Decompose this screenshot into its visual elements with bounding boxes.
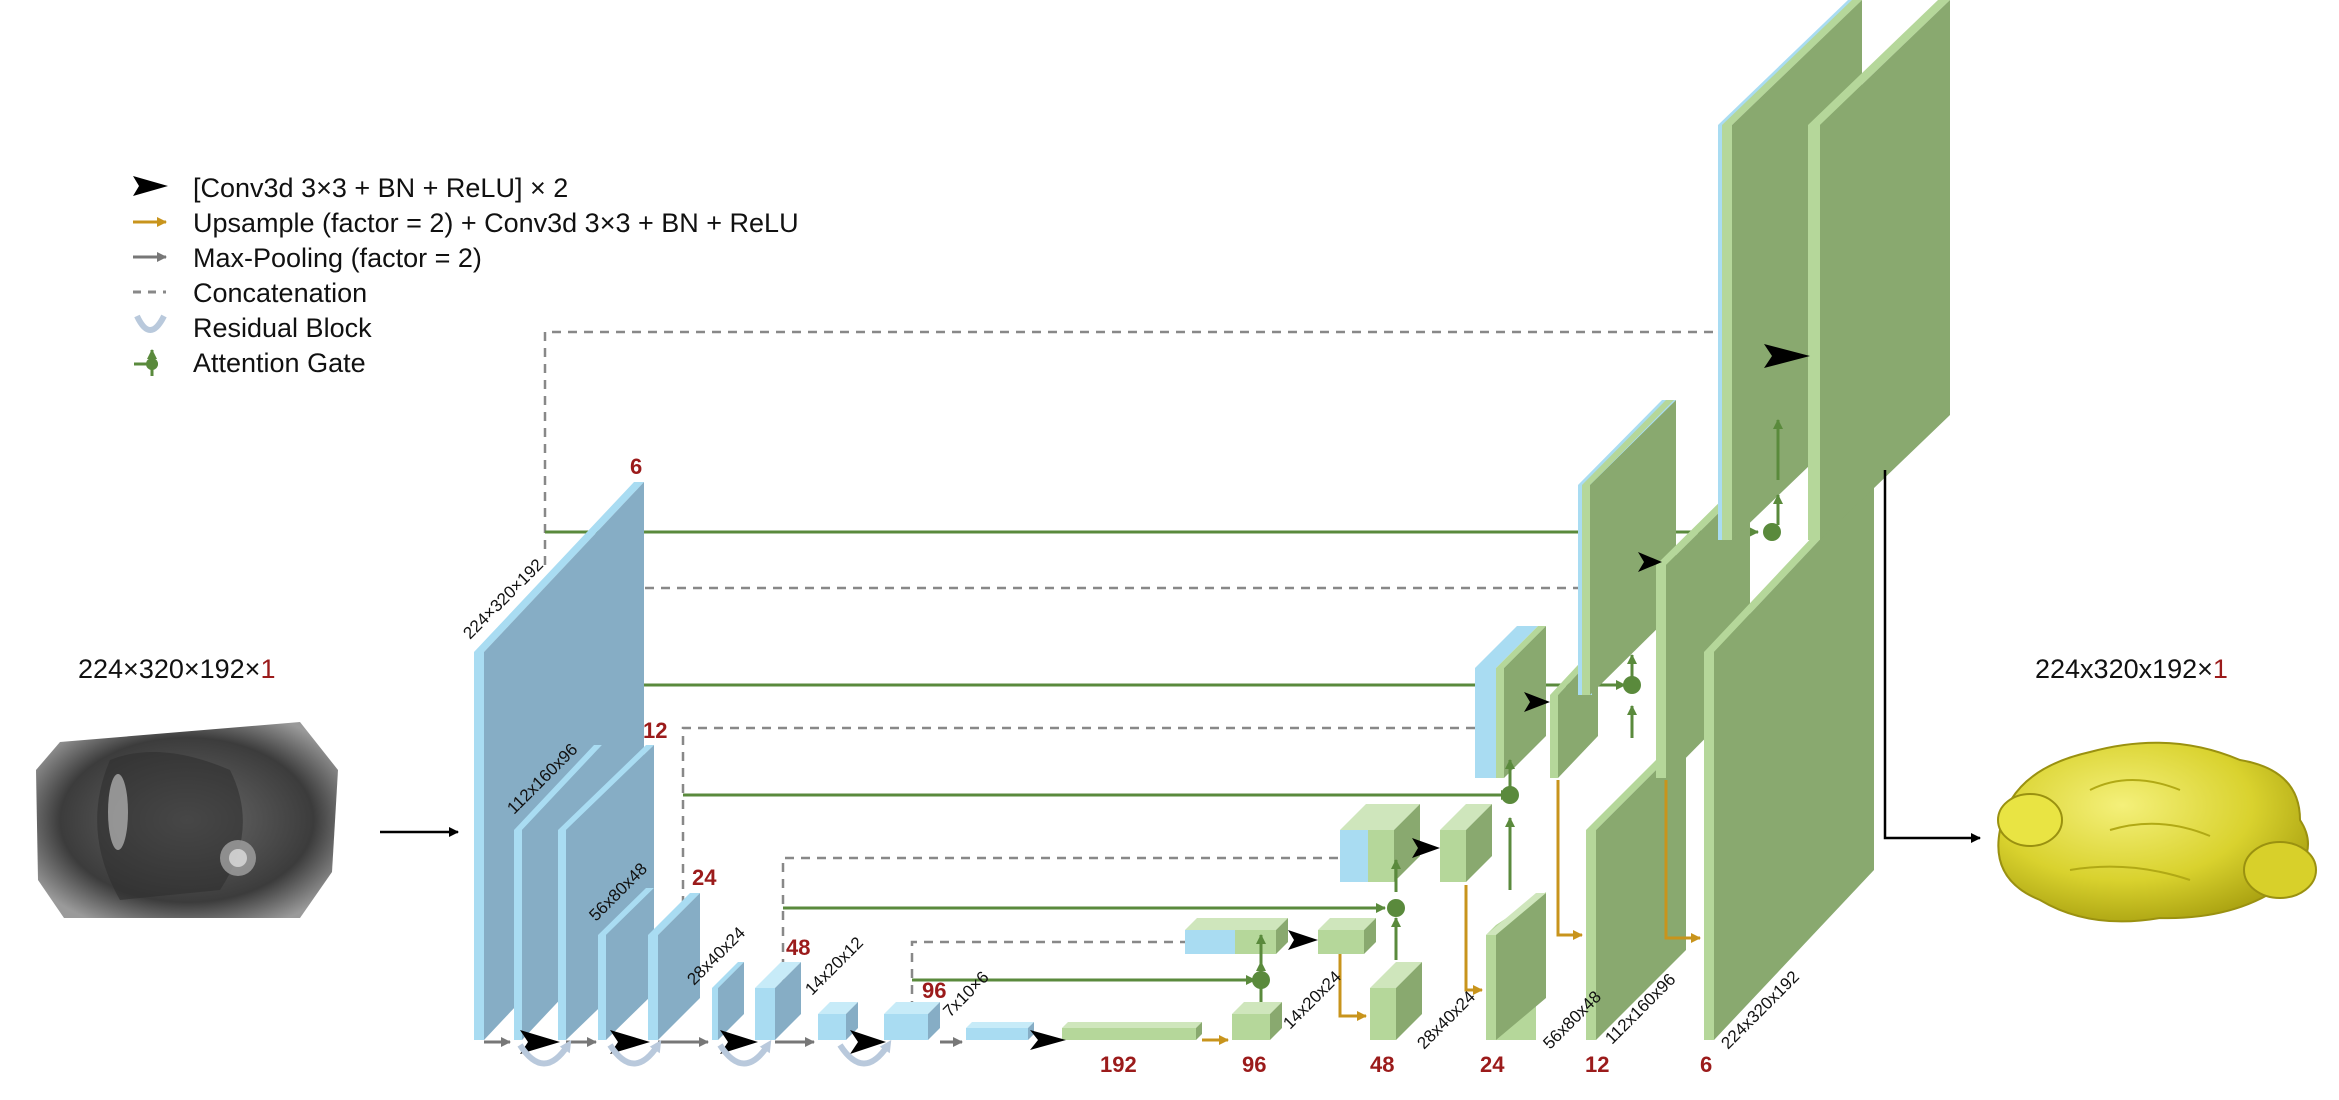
legend-item-conv: [Conv3d 3×3 + BN + ReLU] × 2	[133, 173, 568, 203]
residual-arc-icon	[837, 1039, 892, 1067]
legend-concat-label: Concatenation	[193, 278, 367, 308]
encoder-block-4	[755, 962, 801, 1040]
encoder-block-4b	[818, 1002, 858, 1040]
encoder-block-3b	[712, 962, 744, 1040]
encoder-block-6	[966, 1022, 1034, 1040]
decoder-channel-label: 96	[1242, 1052, 1266, 1077]
attention-gating-lines	[1256, 419, 1783, 1002]
legend-item-attention: Attention Gate	[134, 348, 366, 378]
encoder-block-5	[884, 1002, 940, 1040]
conv-arrowhead-icon	[1764, 344, 1810, 368]
input-block: 224×320×192×1	[36, 654, 459, 918]
legend-attention-label: Attention Gate	[193, 348, 366, 378]
conv-arrowhead-icon	[850, 1030, 886, 1054]
legend-maxpool-label: Max-Pooling (factor = 2)	[193, 243, 482, 273]
decoder-block-d1-up	[1704, 482, 1874, 1040]
decoder-block-d5-concat	[1185, 918, 1288, 954]
decoder-block-d5-conv	[1318, 918, 1376, 954]
decoder-block-d1-conv	[1808, 0, 1950, 540]
encoder-channel-label: 48	[786, 935, 810, 960]
upsample-arrow-d2	[1556, 780, 1583, 940]
attention-gate-icon	[1501, 786, 1519, 804]
conv-arrowhead-icon	[520, 1030, 560, 1054]
decoder-channel-label: 6	[1700, 1052, 1712, 1077]
output-shape-label: 224x320x192×1	[2035, 654, 2228, 684]
encoder-channel-label: 12	[643, 718, 667, 743]
legend-item-maxpool: Max-Pooling (factor = 2)	[133, 243, 482, 273]
residual-arc-icon	[607, 1039, 662, 1067]
decoder-block-d4-up	[1370, 962, 1422, 1040]
conv-arrowhead-icon	[1524, 692, 1550, 712]
attention-gate-icon	[1763, 523, 1781, 541]
upsample-arrow-d4	[1338, 954, 1367, 1021]
encoder	[474, 482, 1034, 1040]
conv-arrowhead-icon	[1288, 930, 1318, 950]
encoder-channel-label: 24	[692, 865, 717, 890]
decoder-block-d5-up	[1232, 1002, 1282, 1040]
decoder	[1185, 0, 1950, 1040]
attention-paths	[545, 527, 1759, 985]
legend-upsample-label: Upsample (factor = 2) + Conv3d 3×3 + BN …	[193, 208, 799, 238]
residual-arc-icon	[517, 1039, 572, 1067]
conv-arrowhead-icon	[1030, 1030, 1066, 1050]
encoder-block-3	[648, 893, 700, 1040]
legend-item-upsample: Upsample (factor = 2) + Conv3d 3×3 + BN …	[133, 208, 799, 238]
legend-residual-label: Residual Block	[193, 313, 372, 343]
decoder-channel-label: 12	[1585, 1052, 1609, 1077]
decoder-channel-label: 24	[1480, 1052, 1505, 1077]
attention-gate-icon	[1387, 899, 1405, 917]
legend-conv-label: [Conv3d 3×3 + BN + ReLU] × 2	[193, 173, 568, 203]
concat-path-level-5	[910, 940, 1190, 1010]
conv-arrowhead-icon	[610, 1030, 650, 1054]
decoder-block-d3-concat	[1475, 626, 1546, 778]
decoder-block-d4-concat	[1340, 804, 1420, 882]
ct-scan-volume-icon	[36, 722, 338, 918]
upsample-arrow-d3	[1464, 885, 1483, 995]
decoder-channel-labels: 96 48 24 12 6	[1242, 1052, 1712, 1077]
legend-item-residual: Residual Block	[134, 313, 372, 343]
decoder-block-d3-up	[1486, 892, 1546, 1040]
conv-arrowhead-icon	[133, 176, 168, 196]
conv-arrowhead-icon	[1412, 838, 1440, 858]
conv-arrowhead-icon	[1638, 552, 1662, 572]
output-block: 224x320x192×1	[1883, 470, 2317, 923]
decoder-block-d4-conv	[1440, 804, 1492, 882]
attention-gate-icon	[134, 349, 158, 376]
legend-item-concat: Concatenation	[133, 278, 367, 308]
encoder-channel-label: 96	[922, 978, 946, 1003]
output-arrow	[1883, 470, 1981, 843]
encoder-dim-label: 7x10×6	[939, 968, 992, 1021]
legend: [Conv3d 3×3 + BN + ReLU] × 2 Upsample (f…	[133, 173, 799, 378]
encoder-block-2b	[598, 888, 654, 1040]
upsample-arrow-d1	[1664, 780, 1701, 943]
segmented-brain-3d-icon	[1997, 741, 2317, 923]
bottleneck-channel-label: 192	[1100, 1052, 1137, 1077]
decoder-block-d2-concat	[1578, 400, 1676, 695]
concat-path-level-4	[781, 856, 1342, 1000]
conv-arrowhead-icon	[720, 1030, 758, 1054]
residual-arc-icon	[717, 1039, 772, 1067]
decoder-dim-label: 28x40x24	[1413, 987, 1479, 1053]
encoder-dim-label: 14x20x12	[801, 933, 867, 999]
bottom-flow	[484, 344, 1810, 1067]
decoder-dim-label: 14x20x24	[1279, 967, 1345, 1033]
decoder-block-d2-up	[1586, 740, 1686, 1040]
encoder-channel-label: 6	[630, 454, 642, 479]
attention-gate-icon	[1252, 971, 1270, 989]
residual-arc-icon	[134, 314, 167, 333]
concat-path-level-3	[681, 726, 1475, 905]
encoder-channel-labels: 6 12 24 48 96	[630, 454, 946, 1003]
bottleneck-block	[1062, 1022, 1202, 1040]
attention-gate-nodes	[1252, 523, 1781, 989]
input-shape-label: 224×320×192×1	[78, 654, 275, 684]
decoder-channel-label: 48	[1370, 1052, 1394, 1077]
concat-path-level-1	[543, 330, 1718, 565]
attention-gate-icon	[1623, 676, 1641, 694]
